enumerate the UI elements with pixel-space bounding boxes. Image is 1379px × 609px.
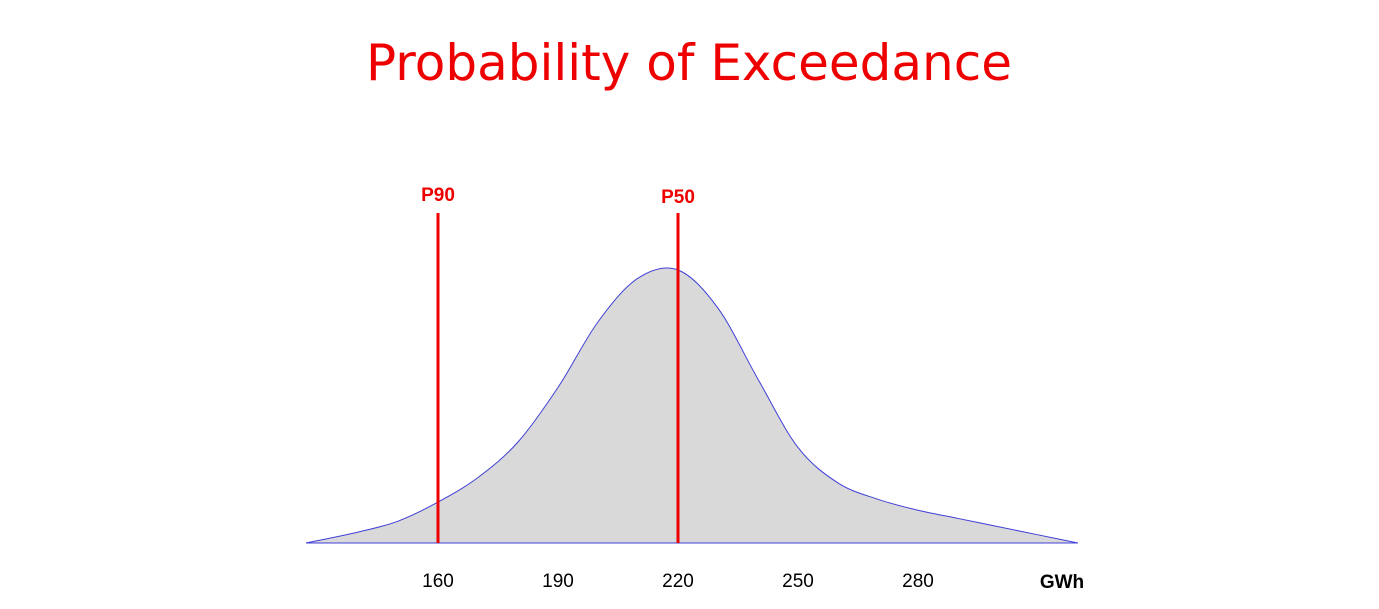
marker-label-p90: P90 <box>421 185 455 206</box>
x-tick-label: 190 <box>542 571 574 592</box>
x-tick-label: 250 <box>782 571 814 592</box>
marker-label-p50: P50 <box>661 187 695 208</box>
distribution-area <box>306 267 1078 543</box>
x-tick-label: 280 <box>902 571 934 592</box>
distribution-curve <box>305 267 1079 544</box>
chart-title: Probability of Exceedance <box>366 34 1012 92</box>
x-tick-label: 160 <box>422 571 454 592</box>
x-tick-label: 220 <box>662 571 694 592</box>
x-axis-unit: GWh <box>1040 572 1084 593</box>
